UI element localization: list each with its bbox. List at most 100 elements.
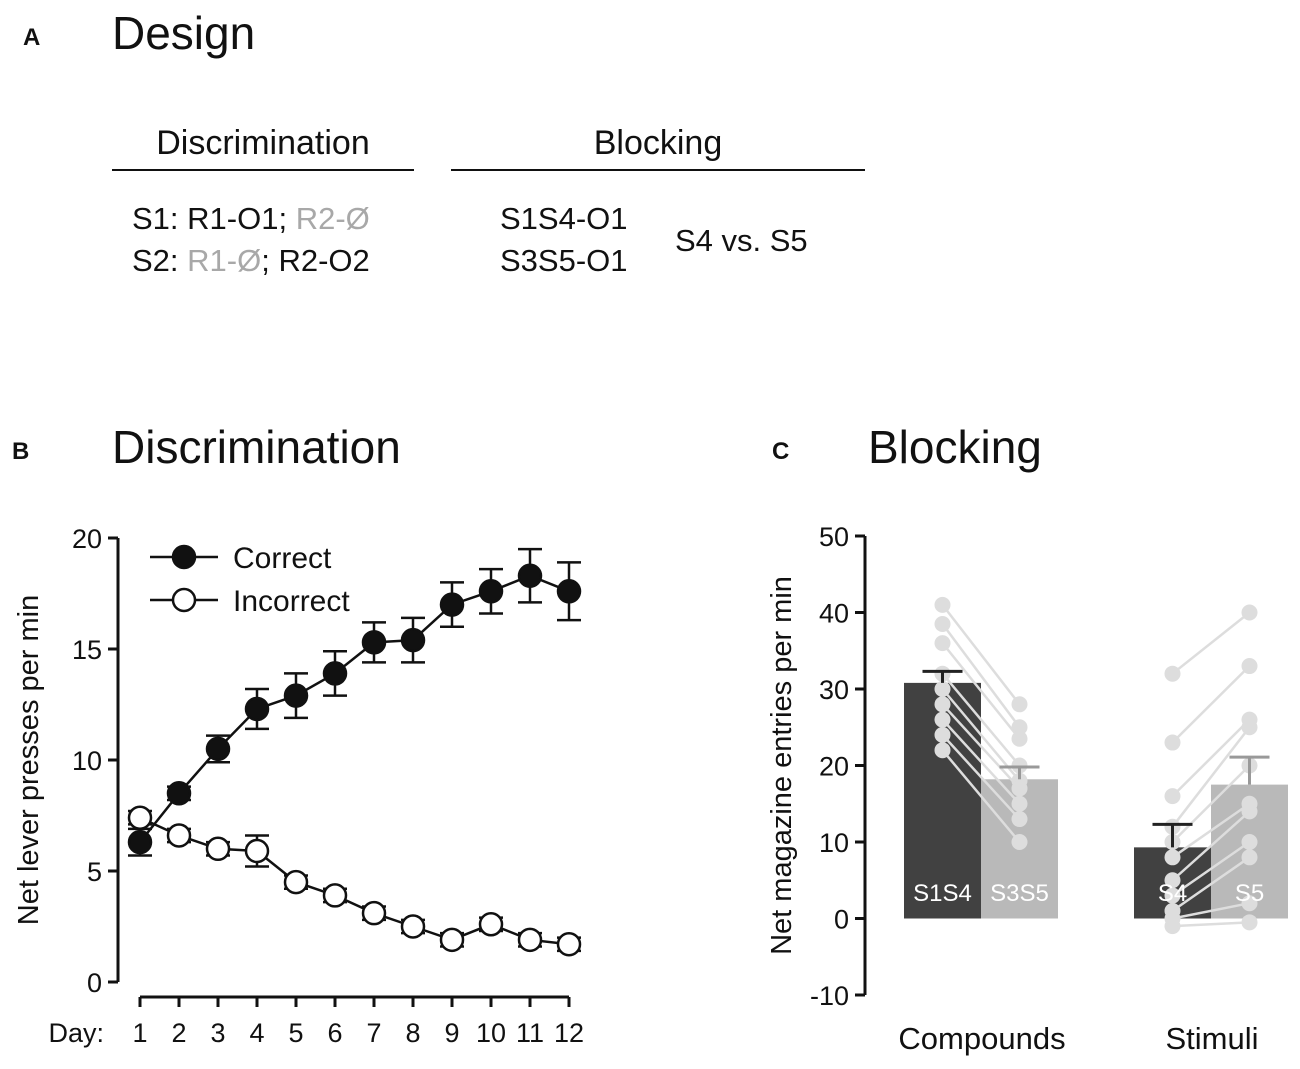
individual-point bbox=[1164, 872, 1181, 889]
individual-point bbox=[1011, 730, 1028, 747]
blocking-header: Blocking bbox=[593, 124, 723, 162]
incorrect-point bbox=[322, 883, 348, 908]
y-tick-label: 20 bbox=[819, 752, 849, 782]
individual-line bbox=[941, 623, 1021, 728]
x-tick-label: 8 bbox=[405, 1018, 420, 1048]
individual-line bbox=[1171, 611, 1251, 675]
panel-a-title: Design bbox=[112, 7, 256, 59]
correct-point bbox=[400, 627, 426, 653]
individual-line bbox=[1171, 718, 1251, 797]
y-tick-label: 50 bbox=[819, 522, 849, 552]
x-tick-label: 9 bbox=[444, 1018, 459, 1048]
correct-point bbox=[322, 661, 348, 686]
x-tick-label: 3 bbox=[210, 1018, 225, 1048]
individual-line bbox=[941, 688, 1021, 782]
category-label-compounds: Compounds bbox=[898, 1021, 1065, 1056]
individual-point bbox=[1011, 696, 1028, 713]
s2-separator: ; bbox=[261, 243, 279, 278]
individual-point bbox=[1241, 895, 1258, 912]
individual-point bbox=[934, 615, 951, 632]
s1-stimulus: S1: bbox=[132, 201, 188, 236]
y-tick-label: 20 bbox=[72, 524, 102, 554]
correct-point bbox=[361, 630, 387, 655]
individual-point bbox=[1241, 803, 1258, 820]
individual-point bbox=[1241, 834, 1258, 850]
individual-line bbox=[941, 718, 1021, 805]
panel-a-letter: A bbox=[23, 24, 41, 51]
legend-correct-marker bbox=[171, 544, 197, 570]
individual-line bbox=[1172, 921, 1250, 928]
blocking-line-2: S3S5-O1 bbox=[500, 243, 628, 278]
panel-c-title: Blocking bbox=[868, 421, 1042, 473]
correct-point bbox=[478, 579, 504, 604]
panel-b-letter: B bbox=[12, 438, 30, 465]
y-tick-label: -10 bbox=[810, 981, 849, 1011]
incorrect-point bbox=[244, 838, 270, 864]
individual-line bbox=[1171, 764, 1251, 843]
bar-chart-blocking: -10 0 10 20 30 40 50 Net magazine entries per m… bbox=[766, 522, 1288, 1056]
discrimination-line-2: S2: R1-Ø; R2-O2 bbox=[132, 240, 370, 282]
incorrect-point bbox=[556, 932, 582, 957]
correct-point bbox=[439, 592, 465, 617]
y-tick-label: 30 bbox=[819, 675, 849, 705]
individual-point bbox=[1164, 665, 1181, 682]
incorrect-point bbox=[517, 927, 543, 953]
individual-point bbox=[934, 742, 951, 759]
y-tick-label: 10 bbox=[819, 828, 849, 858]
s1-inactive-contingency: R2-Ø bbox=[295, 201, 370, 236]
x-tick-label: 10 bbox=[476, 1018, 506, 1048]
individual-line bbox=[941, 642, 1021, 740]
x-tick-label: 4 bbox=[249, 1018, 264, 1048]
y-tick-label: 10 bbox=[72, 746, 102, 776]
individual-point bbox=[934, 596, 951, 613]
individual-line bbox=[1171, 810, 1251, 882]
individual-line bbox=[941, 703, 1021, 790]
incorrect-point bbox=[283, 869, 309, 895]
individual-line bbox=[1171, 665, 1251, 744]
individual-point bbox=[1011, 834, 1028, 850]
panel-c-letter: C bbox=[772, 438, 790, 465]
incorrect-point bbox=[166, 823, 192, 848]
incorrect-point bbox=[478, 912, 504, 937]
incorrect-point bbox=[127, 805, 153, 830]
correct-point bbox=[244, 696, 270, 722]
y-tick-label: 40 bbox=[819, 599, 849, 629]
correct-point bbox=[517, 563, 543, 588]
incorrect-point bbox=[205, 836, 231, 862]
individual-point bbox=[934, 696, 951, 713]
individual-line bbox=[941, 749, 1021, 843]
bar-label-s1s4: S1S4 bbox=[913, 880, 972, 907]
incorrect-point bbox=[439, 927, 465, 953]
y-axis-label: Net magazine entries per min bbox=[766, 576, 798, 955]
individual-line bbox=[1171, 856, 1251, 912]
correct-point bbox=[556, 579, 582, 604]
individual-point bbox=[934, 681, 951, 697]
individual-line bbox=[1171, 840, 1251, 897]
blocking-line-1: S1S4-O1 bbox=[500, 201, 628, 236]
bar-label-s5: S5 bbox=[1235, 880, 1264, 907]
individual-point bbox=[1241, 658, 1258, 675]
individual-point bbox=[1011, 780, 1028, 797]
individual-point bbox=[1011, 757, 1028, 774]
x-tick-label: 7 bbox=[366, 1018, 381, 1048]
individual-point bbox=[1164, 788, 1181, 805]
individual-line bbox=[941, 604, 1021, 706]
individual-point bbox=[1164, 849, 1181, 866]
discrimination-line-1: S1: R1-O1; R2-Ø bbox=[132, 198, 370, 240]
incorrect-point bbox=[400, 914, 426, 939]
s2-active-contingency: R2-O2 bbox=[278, 243, 370, 278]
correct-point bbox=[283, 683, 309, 708]
individual-point bbox=[1164, 918, 1181, 935]
individual-point bbox=[1011, 719, 1028, 736]
x-tick-label: 11 bbox=[516, 1018, 544, 1048]
individual-point bbox=[934, 711, 951, 728]
y-axis-label: Net lever presses per min bbox=[13, 595, 45, 925]
individual-point bbox=[1011, 811, 1028, 828]
x-tick-label: 1 bbox=[132, 1018, 147, 1048]
individual-point bbox=[1011, 795, 1028, 812]
individual-point bbox=[1241, 719, 1258, 736]
individual-line bbox=[941, 672, 1021, 767]
discrimination-rule bbox=[112, 169, 414, 171]
